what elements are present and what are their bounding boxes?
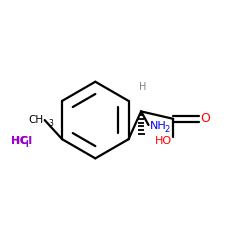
Text: 2: 2 [164, 125, 169, 134]
Text: CH: CH [28, 115, 44, 125]
Text: l: l [25, 140, 28, 149]
Text: HCl: HCl [11, 136, 32, 146]
Text: NH: NH [150, 121, 166, 131]
Text: O: O [201, 112, 210, 125]
Text: HO: HO [155, 136, 172, 146]
Text: H: H [139, 82, 146, 92]
Text: 3: 3 [48, 119, 53, 128]
Text: HC: HC [11, 136, 28, 146]
